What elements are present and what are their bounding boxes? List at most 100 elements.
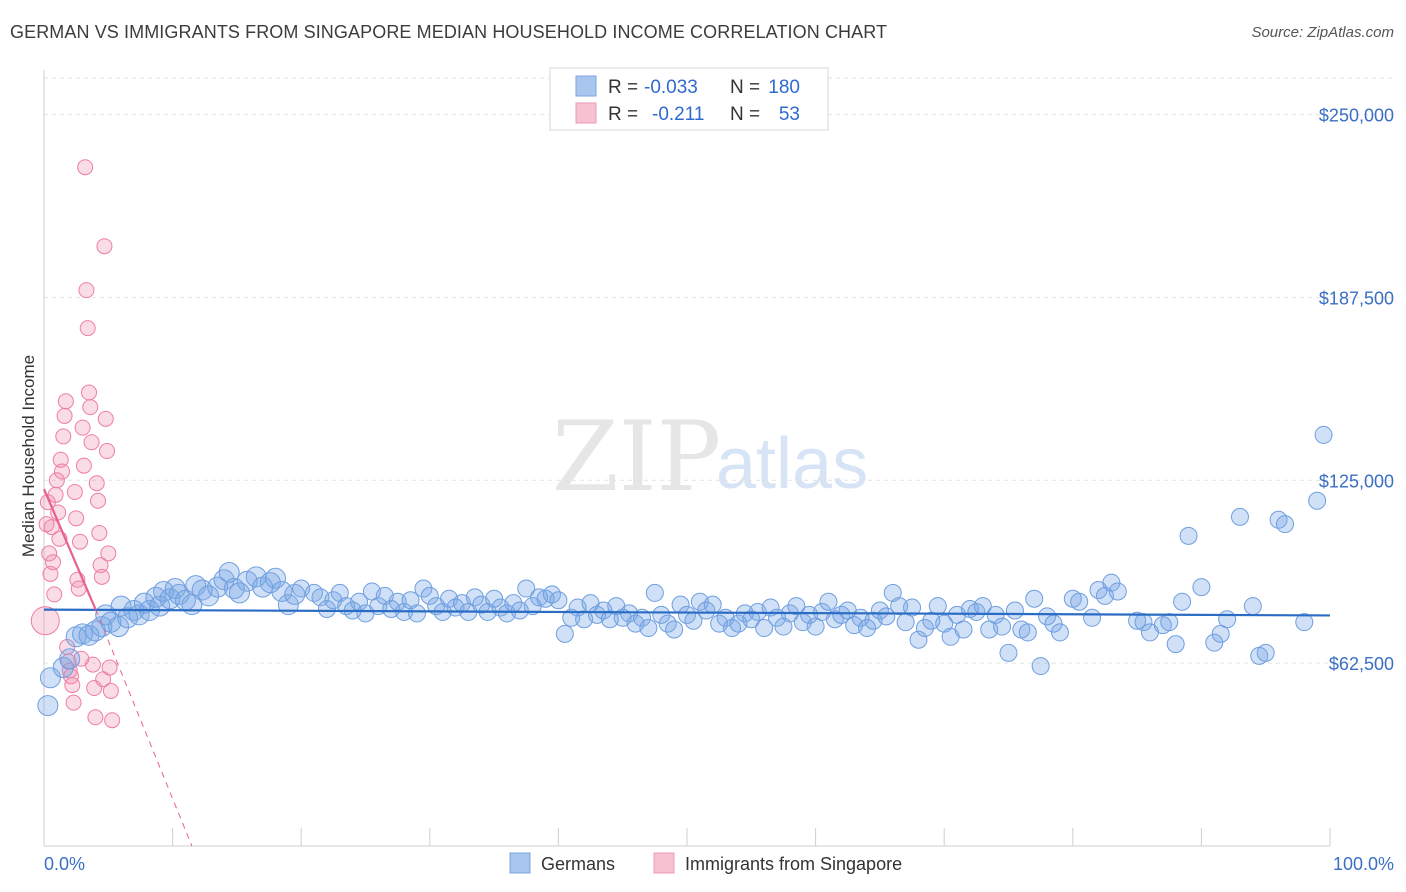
point-germans-157: [1038, 607, 1057, 626]
point-germans-151: [999, 643, 1018, 662]
point-germans-59: [407, 604, 426, 623]
point-singapore-12: [52, 451, 69, 468]
point-germans-186: [1308, 491, 1327, 510]
point-germans-83: [562, 608, 581, 627]
point-germans-167: [1128, 611, 1147, 630]
point-germans-136: [903, 598, 922, 617]
y-tick-label-187500: $187,500: [1319, 288, 1394, 308]
point-germans-58: [401, 591, 420, 610]
point-germans-172: [1166, 635, 1185, 654]
point-germans-180: [1243, 597, 1262, 616]
point-singapore-40: [88, 475, 105, 492]
point-germans-113: [755, 619, 774, 638]
point-germans-99: [665, 620, 684, 639]
point-singapore-13: [54, 463, 71, 480]
point-germans-176: [1205, 633, 1224, 652]
point-singapore-52: [104, 712, 121, 729]
point-germans-156: [1031, 657, 1050, 676]
trend-lines: [42, 488, 1331, 847]
point-germans-187: [1314, 425, 1333, 444]
point-germans-154: [1018, 623, 1037, 642]
watermark-zip: ZIP: [552, 401, 721, 513]
point-singapore-36: [83, 434, 100, 451]
point-singapore-8: [47, 486, 64, 503]
y-tick-label-125000: $125,000: [1319, 471, 1394, 491]
point-singapore-41: [90, 492, 107, 509]
point-germans-178: [1218, 610, 1237, 629]
point-germans-45: [317, 600, 336, 619]
point-singapore-3: [41, 545, 58, 562]
legend-top: R = -0.033 N = 180 R = -0.211 N = 53: [549, 67, 829, 131]
trend-singapore: [42, 488, 97, 610]
x-tick-marks: [172, 828, 1331, 846]
point-singapore-30: [75, 457, 92, 474]
point-singapore-31: [77, 159, 94, 176]
legend-r-label-singapore: R =: [608, 104, 638, 125]
point-germans-150: [993, 617, 1012, 636]
point-germans-184: [1275, 515, 1294, 534]
point-germans-105: [703, 595, 722, 614]
point-singapore-49: [100, 545, 117, 562]
point-singapore-21: [64, 677, 81, 694]
point-singapore-42: [91, 524, 108, 541]
legend-bottom: Germans Immigrants from Singapore: [509, 852, 902, 874]
point-germans-35: [245, 566, 267, 588]
point-germans-11: [108, 616, 130, 638]
point-germans-161: [1070, 592, 1089, 611]
point-germans-137: [909, 630, 928, 649]
point-germans-6: [78, 624, 100, 646]
point-germans-171: [1160, 613, 1179, 632]
point-germans-138: [915, 619, 934, 638]
point-germans-39: [271, 580, 293, 602]
point-singapore-35: [82, 399, 99, 416]
chart-title: GERMAN VS IMMIGRANTS FROM SINGAPORE MEDI…: [10, 22, 888, 42]
point-singapore-4: [42, 565, 59, 582]
y-tick-labels: $62,500 $125,000 $187,500 $250,000: [1319, 106, 1394, 675]
point-germans-27: [191, 579, 213, 601]
x-tick-label-max: 100.0%: [1333, 854, 1394, 874]
series-germans-points: [37, 425, 1333, 717]
point-germans-144: [954, 620, 973, 639]
series-singapore-points: [30, 159, 121, 729]
point-germans-95: [639, 619, 658, 638]
point-germans-116: [774, 617, 793, 636]
point-singapore-34: [81, 384, 98, 401]
legend-r-value-germans: -0.033: [644, 77, 698, 98]
legend-n-label-germans: N =: [730, 77, 760, 98]
x-tick-label-min: 0.0%: [44, 854, 85, 874]
point-germans-155: [1025, 589, 1044, 608]
point-germans-76: [517, 579, 536, 598]
point-singapore-48: [99, 443, 116, 460]
watermark-atlas: atlas: [716, 424, 868, 504]
point-germans-96: [645, 583, 664, 602]
point-germans-47: [330, 583, 349, 602]
bottom-legend-swatch-singapore: [653, 852, 675, 874]
legend-swatch-singapore: [575, 102, 597, 124]
point-singapore-1: [38, 516, 55, 533]
legend-r-value-singapore: -0.211: [652, 104, 704, 125]
point-germans-123: [819, 592, 838, 611]
point-germans-133: [883, 583, 902, 602]
point-germans-71: [485, 589, 504, 608]
point-germans-61: [420, 586, 439, 605]
point-singapore-23: [66, 483, 83, 500]
y-tick-label-62500: $62,500: [1329, 654, 1394, 674]
source-credit: Source: ZipAtlas.com: [1251, 24, 1394, 41]
point-germans-26: [185, 575, 207, 597]
point-germans-23: [168, 583, 190, 605]
point-germans-12: [110, 595, 132, 617]
point-singapore-9: [48, 472, 65, 489]
point-germans-68: [465, 588, 484, 607]
point-singapore-37: [84, 656, 101, 673]
bottom-legend-label-singapore: Immigrants from Singapore: [685, 854, 902, 874]
point-germans-174: [1179, 526, 1198, 545]
point-singapore-29: [74, 419, 91, 436]
legend-swatch-germans: [575, 75, 597, 97]
point-germans-173: [1173, 592, 1192, 611]
point-germans-185: [1295, 613, 1314, 632]
point-singapore-33: [79, 320, 96, 337]
point-singapore-51: [102, 682, 119, 699]
bottom-legend-label-germans: Germans: [541, 854, 615, 874]
point-germans-1: [39, 667, 61, 689]
